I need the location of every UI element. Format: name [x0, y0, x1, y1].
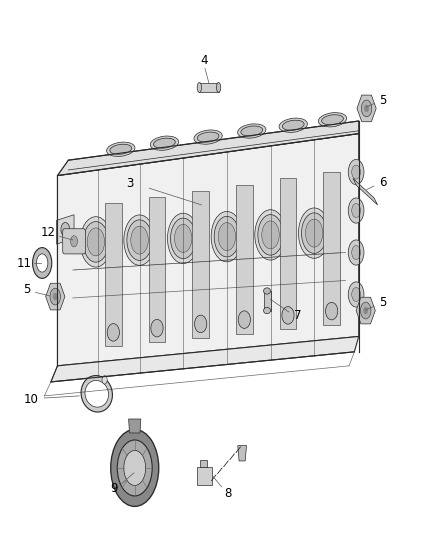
Text: 5: 5	[23, 283, 31, 296]
Ellipse shape	[255, 209, 286, 260]
Circle shape	[348, 240, 364, 265]
Ellipse shape	[214, 216, 240, 257]
Ellipse shape	[131, 226, 148, 254]
Circle shape	[348, 198, 364, 223]
Ellipse shape	[170, 218, 196, 259]
Ellipse shape	[264, 288, 271, 294]
Ellipse shape	[85, 381, 109, 407]
Text: 7: 7	[294, 309, 301, 322]
Ellipse shape	[218, 223, 236, 251]
Ellipse shape	[83, 222, 109, 262]
Ellipse shape	[106, 142, 135, 156]
Text: 5: 5	[379, 296, 386, 309]
Polygon shape	[238, 446, 247, 461]
Polygon shape	[197, 466, 212, 486]
Text: 11: 11	[16, 256, 32, 270]
Ellipse shape	[301, 213, 327, 253]
Ellipse shape	[87, 228, 105, 256]
Circle shape	[71, 236, 78, 247]
Circle shape	[102, 376, 107, 384]
Ellipse shape	[258, 215, 283, 255]
Polygon shape	[357, 95, 376, 122]
Circle shape	[352, 287, 360, 302]
Polygon shape	[356, 297, 375, 324]
Polygon shape	[149, 197, 165, 342]
Ellipse shape	[216, 83, 221, 92]
Ellipse shape	[262, 221, 279, 249]
Circle shape	[348, 159, 364, 184]
Text: 9: 9	[110, 482, 118, 496]
Text: 5: 5	[379, 93, 386, 107]
Ellipse shape	[127, 220, 152, 261]
Circle shape	[50, 288, 60, 305]
Polygon shape	[323, 172, 340, 325]
Polygon shape	[46, 283, 65, 310]
Polygon shape	[236, 184, 253, 334]
Text: 10: 10	[24, 393, 39, 406]
Ellipse shape	[110, 144, 132, 154]
Circle shape	[352, 246, 360, 260]
Circle shape	[36, 254, 48, 272]
Polygon shape	[129, 419, 141, 433]
Circle shape	[111, 430, 159, 506]
Ellipse shape	[282, 306, 294, 324]
Circle shape	[124, 450, 146, 486]
Ellipse shape	[238, 311, 251, 328]
Ellipse shape	[81, 376, 113, 412]
Ellipse shape	[305, 219, 323, 247]
Ellipse shape	[283, 120, 304, 130]
Polygon shape	[51, 336, 359, 382]
Polygon shape	[200, 459, 207, 466]
Ellipse shape	[211, 212, 243, 262]
Polygon shape	[280, 179, 296, 329]
Text: 4: 4	[200, 54, 208, 67]
Text: 3: 3	[126, 177, 133, 190]
Circle shape	[32, 248, 52, 278]
Text: 8: 8	[224, 487, 231, 500]
Text: 6: 6	[379, 176, 386, 189]
Ellipse shape	[321, 115, 343, 125]
Circle shape	[61, 222, 70, 237]
Polygon shape	[57, 134, 359, 366]
Polygon shape	[264, 291, 271, 311]
Polygon shape	[353, 179, 378, 205]
Ellipse shape	[325, 302, 338, 320]
Circle shape	[364, 105, 369, 112]
Text: 12: 12	[40, 227, 55, 239]
FancyBboxPatch shape	[63, 229, 85, 254]
Ellipse shape	[241, 126, 263, 136]
Ellipse shape	[124, 215, 155, 265]
Ellipse shape	[194, 315, 207, 333]
Circle shape	[364, 307, 368, 314]
Ellipse shape	[197, 132, 219, 142]
Ellipse shape	[237, 124, 266, 138]
Ellipse shape	[107, 324, 120, 341]
Polygon shape	[192, 191, 209, 338]
Circle shape	[117, 440, 152, 496]
Circle shape	[361, 100, 372, 117]
Ellipse shape	[154, 138, 175, 148]
Ellipse shape	[80, 217, 112, 267]
Polygon shape	[105, 203, 122, 346]
Ellipse shape	[318, 112, 347, 127]
Circle shape	[360, 302, 371, 319]
Ellipse shape	[174, 224, 192, 252]
Ellipse shape	[150, 136, 179, 150]
Circle shape	[352, 165, 360, 179]
Polygon shape	[57, 215, 74, 244]
Polygon shape	[57, 121, 359, 175]
Ellipse shape	[279, 118, 307, 132]
Ellipse shape	[264, 308, 271, 314]
Circle shape	[348, 282, 364, 307]
Ellipse shape	[194, 130, 222, 144]
Ellipse shape	[151, 319, 163, 337]
Ellipse shape	[298, 208, 330, 259]
Ellipse shape	[197, 83, 201, 92]
Circle shape	[352, 204, 360, 217]
Polygon shape	[199, 83, 219, 92]
Circle shape	[53, 293, 57, 300]
Ellipse shape	[167, 213, 199, 263]
